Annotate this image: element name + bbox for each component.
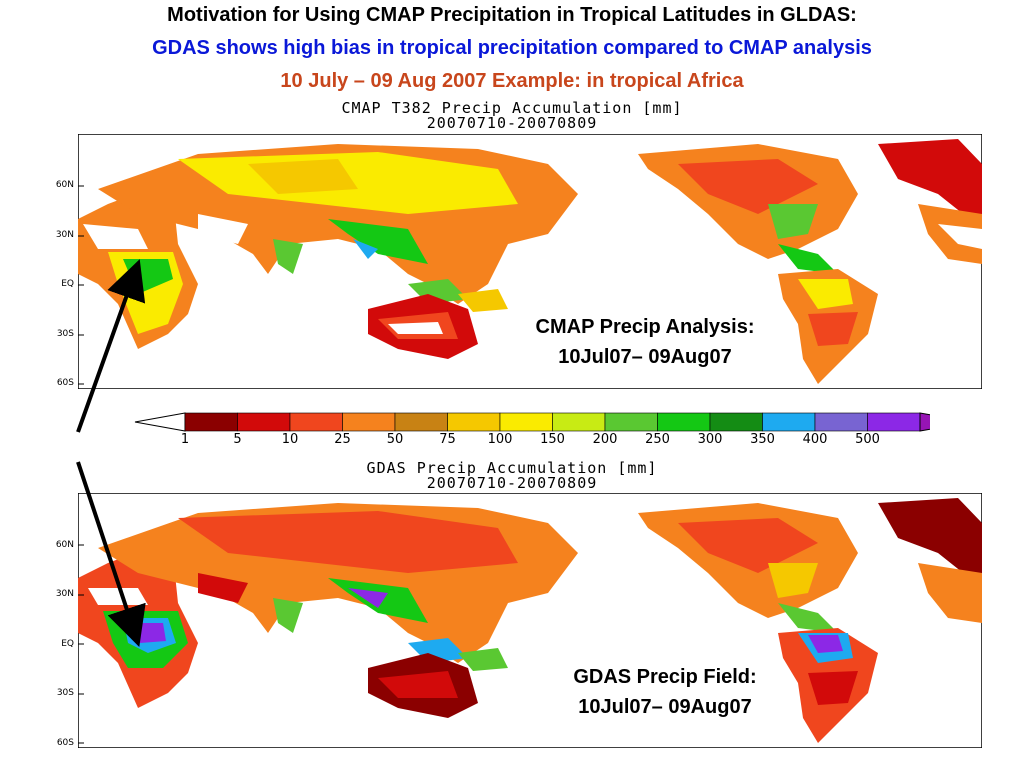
top-lat-30n: 30N — [55, 230, 74, 240]
top-lat-eq: EQ — [61, 279, 74, 289]
legend-tick-label: 5 — [233, 432, 242, 447]
arrow-to-cmap-africa — [76, 259, 146, 433]
top-lat-60s: 60S — [56, 378, 74, 388]
legend-tick-label: 200 — [592, 432, 618, 447]
bottom-annotation-line1: GDAS Precip Field: — [573, 666, 757, 688]
legend-tick-label: 500 — [855, 432, 880, 447]
legend-tick-label: 10 — [281, 432, 299, 447]
bottom-lat-60s: 60S — [56, 738, 74, 748]
slide-title-line1: Motivation for Using CMAP Precipitation … — [167, 4, 857, 26]
legend-tick-label: 150 — [540, 432, 565, 447]
color-legend — [134, 412, 930, 432]
top-annotation-line2: 10Jul07– 09Aug07 — [558, 346, 732, 368]
legend-tick-label: 75 — [439, 432, 456, 447]
legend-tick-label: 50 — [386, 432, 404, 447]
bottom-map-annotation: GDAS Precip Field: 10Jul07– 09Aug07 — [500, 662, 830, 722]
legend-tick-label: 350 — [750, 432, 775, 447]
top-lat-60n: 60N — [55, 180, 74, 190]
legend-above-arrow — [919, 412, 930, 432]
legend-tick-label: 300 — [697, 432, 723, 447]
top-lat-30s: 30S — [56, 329, 74, 339]
bottom-lat-eq: EQ — [61, 639, 74, 649]
top-map-annotation: CMAP Precip Analysis: 10Jul07– 09Aug07 — [480, 312, 810, 372]
bottom-map-title: GDAS Precip Accumulation [mm] — [366, 459, 658, 477]
legend-tick-label: 1 — [180, 432, 190, 447]
bottom-lat-30n: 30N — [55, 589, 74, 599]
top-map-title: CMAP T382 Precip Accumulation [mm] — [341, 99, 683, 117]
bottom-lat-30s: 30S — [56, 688, 74, 698]
top-map-dates: 20070710-20070809 — [426, 114, 598, 132]
legend-tick-label: 400 — [802, 432, 828, 447]
arrow-to-gdas-africa — [76, 461, 146, 647]
bottom-map-dates: 20070710-20070809 — [426, 474, 598, 492]
slide-title-line2: GDAS shows high bias in tropical precipi… — [152, 37, 872, 59]
legend-tick-label: 25 — [334, 432, 351, 447]
slide-title-line3: 10 July – 09 Aug 2007 Example: in tropic… — [280, 70, 744, 92]
top-annotation-line1: CMAP Precip Analysis: — [535, 316, 755, 338]
bottom-annotation-line2: 10Jul07– 09Aug07 — [578, 696, 752, 718]
legend-color-boxes — [134, 412, 930, 432]
bottom-lat-60n: 60N — [55, 540, 74, 550]
legend-tick-label: 250 — [645, 432, 670, 447]
cmap-precip-map — [78, 134, 982, 389]
cmap-map-graphic — [78, 134, 982, 389]
legend-tick-label: 100 — [487, 432, 513, 447]
